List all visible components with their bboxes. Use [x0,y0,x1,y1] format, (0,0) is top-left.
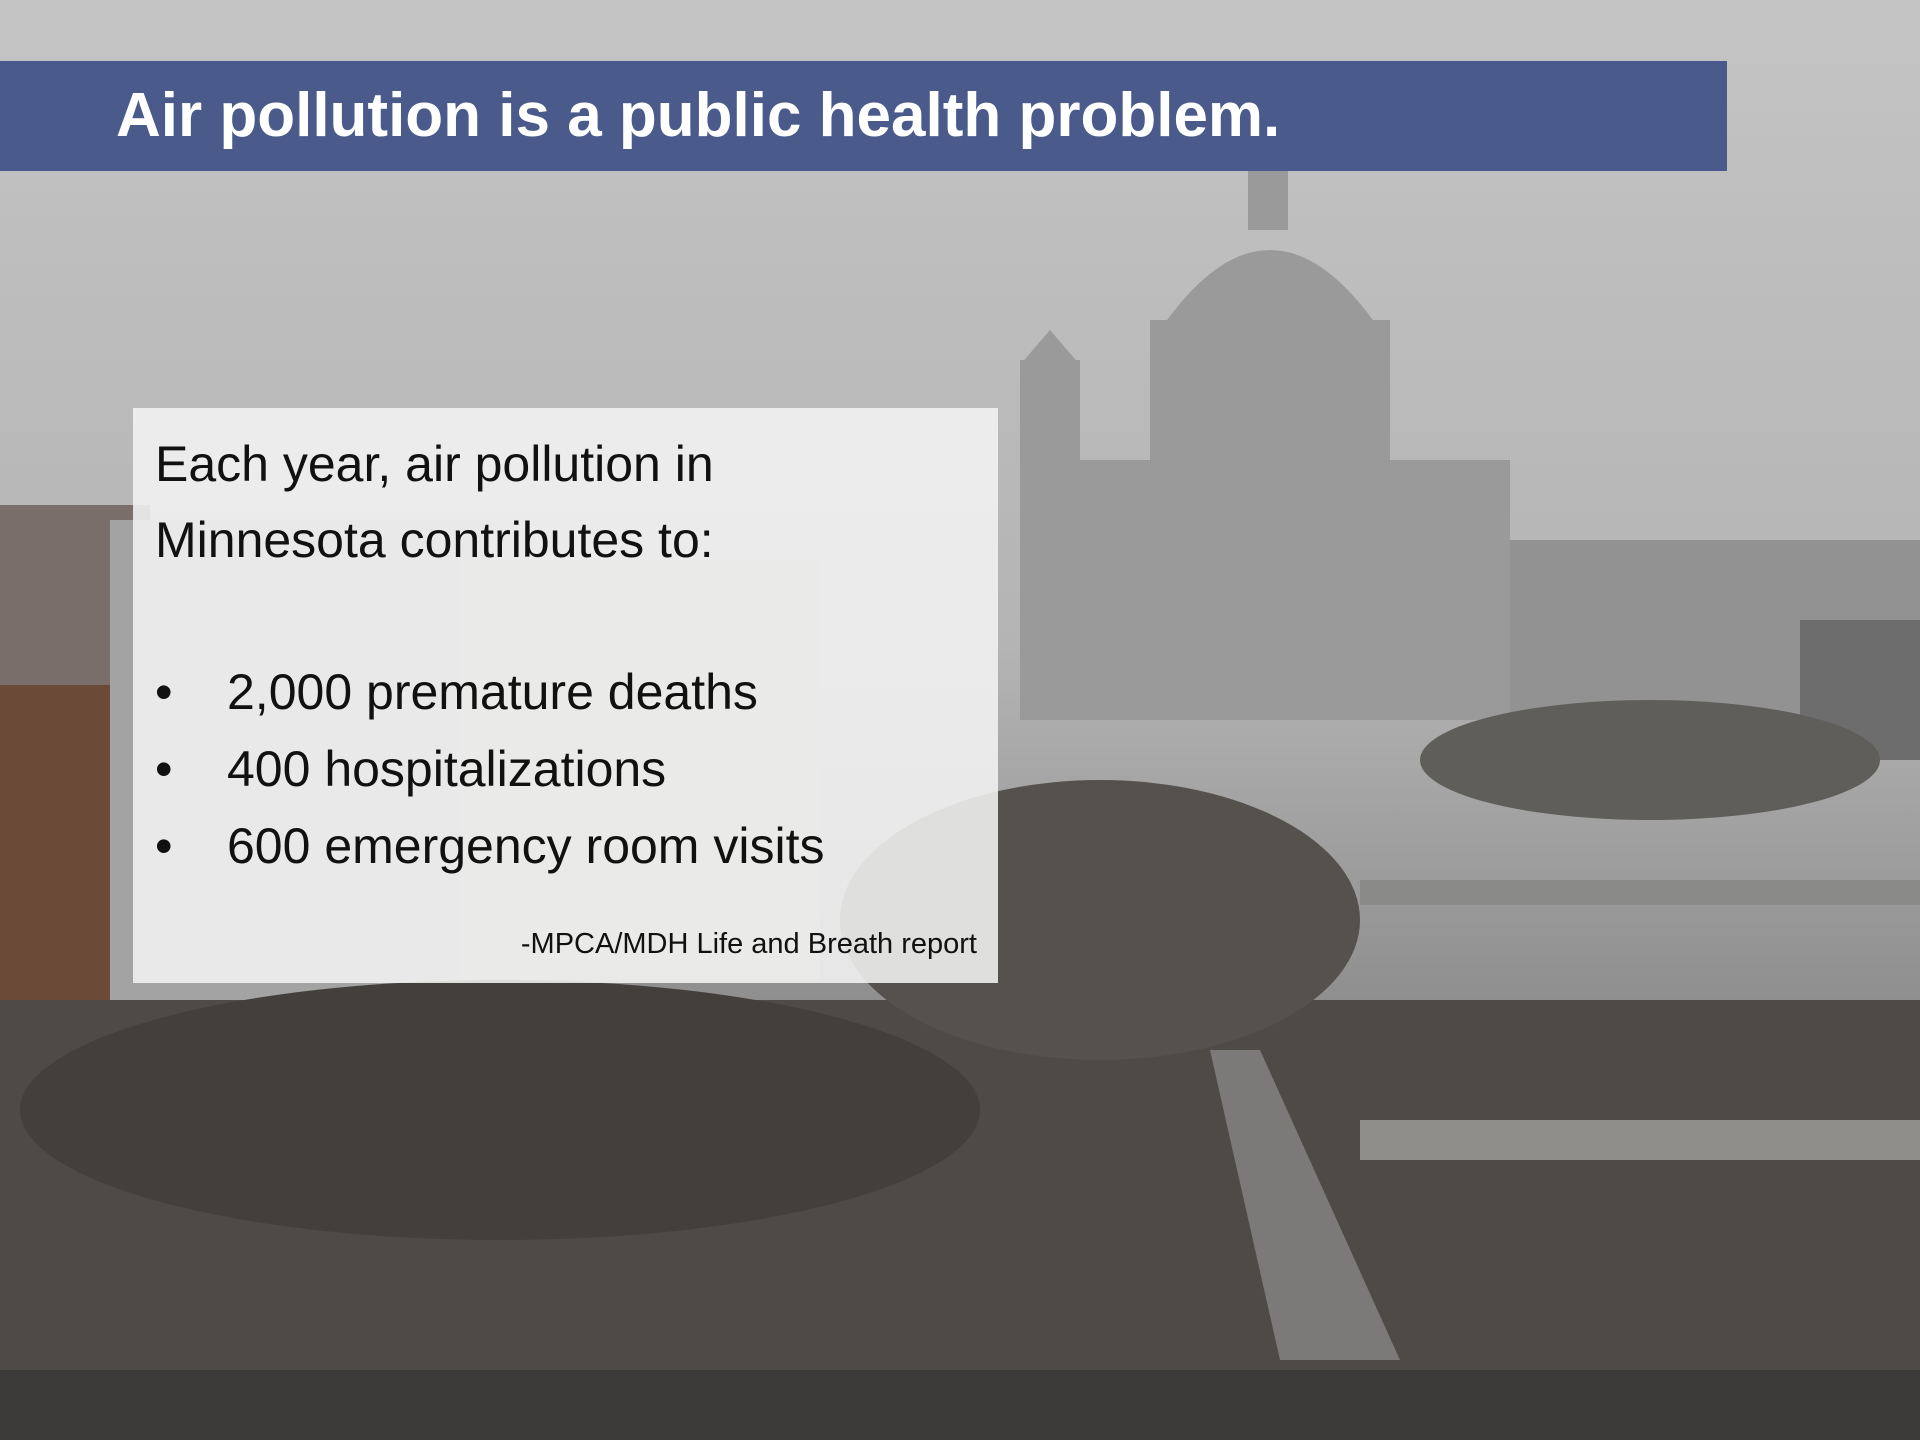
slide-title: Air pollution is a public health problem… [116,61,1280,171]
text-box: Each year, air pollution in Minnesota co… [133,408,998,983]
bullet-item: 2,000 premature deaths [155,654,976,731]
bullet-list: 2,000 premature deaths 400 hospitalizati… [155,654,976,885]
slide: Air pollution is a public health problem… [0,0,1920,1440]
title-banner: Air pollution is a public health problem… [0,61,1727,171]
bullet-item: 400 hospitalizations [155,731,976,808]
bullet-item: 600 emergency room visits [155,808,976,885]
intro-text: Each year, air pollution in Minnesota co… [155,426,915,578]
source-citation: -MPCA/MDH Life and Breath report [521,928,977,961]
